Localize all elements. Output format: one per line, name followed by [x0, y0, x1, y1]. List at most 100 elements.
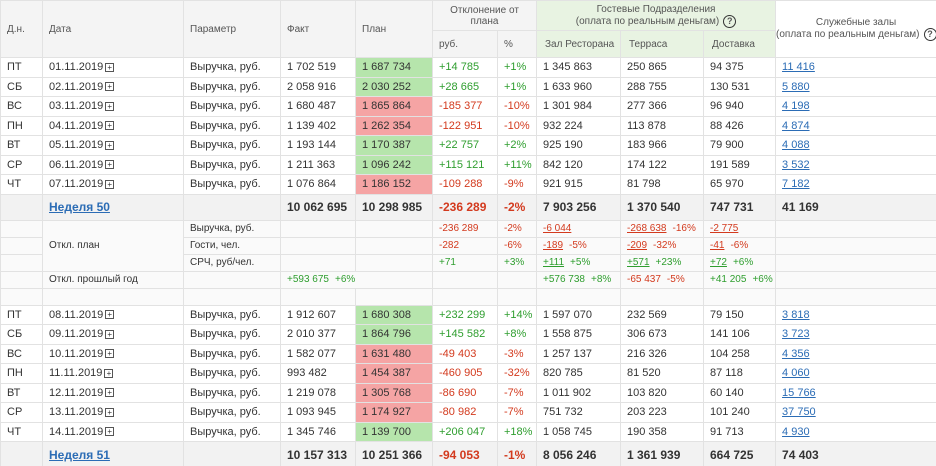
cell-text: -65 437 [627, 274, 661, 285]
week-total-row: Неделя 50 10 062 695 10 298 985 -236 289 -2%… [0, 193, 936, 221]
cell: 1 680 308 [355, 304, 433, 325]
cell: 13.11.2019 + [42, 402, 184, 423]
cell-text: 216 326 [627, 347, 667, 360]
cell-text: +1% [504, 80, 527, 93]
link[interactable]: -209 [627, 240, 648, 251]
cell-text: +14% [504, 308, 533, 321]
link[interactable]: 3 723 [782, 328, 810, 341]
cell-text: ЧТ [7, 425, 22, 438]
link[interactable]: -2 775 [710, 223, 739, 234]
cell-text: -49 403 [439, 347, 477, 360]
link[interactable]: +72 [710, 257, 727, 268]
link[interactable]: 4 874 [782, 119, 810, 132]
expand-icon[interactable]: + [105, 349, 115, 359]
cell: -109 288 [432, 174, 498, 195]
link[interactable]: 4 356 [782, 347, 810, 360]
cell: Выручка, руб. [183, 343, 281, 364]
cell: Выручка, руб. [183, 363, 281, 384]
link[interactable]: Неделя 51 [49, 447, 110, 462]
cell: 2 030 252 [355, 76, 433, 97]
cell-text: 191 589 [710, 158, 750, 171]
link[interactable]: +111 [543, 257, 565, 268]
cell-text: ПТ [7, 308, 22, 321]
link[interactable]: 15 766 [782, 386, 816, 399]
cell: 820 785 [536, 363, 621, 384]
cell: 81 798 [620, 174, 704, 195]
link[interactable]: 4 088 [782, 139, 810, 152]
cell-text: ПН [7, 367, 23, 380]
expand-icon[interactable]: + [105, 179, 115, 189]
cell-text: СР [7, 158, 23, 171]
cell: 1 174 927 [355, 402, 433, 423]
cell-text: 747 731 [710, 200, 754, 214]
help-icon[interactable]: ? [923, 28, 936, 41]
link[interactable]: 3 532 [782, 158, 810, 171]
cell: 130 531 [702, 76, 777, 97]
cell: 1 076 864 [280, 174, 356, 195]
cell-text: 993 482 [287, 367, 327, 380]
expand-icon[interactable]: + [105, 62, 115, 72]
cell-text: 03.11.2019 [49, 100, 104, 113]
cell: 41 169 [775, 193, 936, 221]
expand-icon[interactable]: + [105, 407, 115, 417]
header-cell: Доставка [702, 30, 777, 58]
cell: 1 864 796 [355, 324, 433, 345]
cell: -86 690 [432, 382, 498, 403]
cell-text: -282 [439, 240, 460, 251]
cell: ПТ [0, 304, 43, 325]
link[interactable]: 4 198 [782, 100, 810, 113]
cell: Неделя 50 [42, 193, 184, 221]
cell-text: 1 257 137 [543, 347, 592, 360]
expand-icon[interactable]: + [105, 329, 115, 339]
link[interactable]: 11 416 [782, 61, 815, 74]
link[interactable]: 4 060 [782, 367, 810, 380]
cell-text: 104 258 [710, 347, 750, 360]
week-total-row: Неделя 51 10 157 313 10 251 366 -94 053 -1% 8… [0, 441, 936, 466]
link[interactable]: +571 [627, 257, 650, 268]
cell: 8 056 246 [536, 441, 621, 466]
cell: Откл. план [42, 219, 184, 272]
cell: 1 361 939 [620, 441, 704, 466]
link[interactable]: 7 182 [782, 178, 810, 191]
cell [620, 287, 704, 306]
expand-icon[interactable]: + [105, 388, 115, 398]
link[interactable]: 3 818 [782, 308, 810, 321]
link[interactable]: -189 [543, 240, 564, 251]
expand-icon[interactable]: + [105, 310, 115, 320]
help-icon[interactable]: ? [723, 14, 737, 28]
day-row: ПН 11.11.2019 + Выручка, руб. 993 482 1 454 3… [0, 363, 936, 384]
link[interactable]: -41 [710, 240, 725, 251]
link[interactable]: 37 750 [782, 406, 816, 419]
cell: 4 930 [775, 421, 936, 442]
expand-icon[interactable]: + [105, 82, 115, 92]
cell-text: +11% [504, 158, 532, 171]
cell-text: 91 713 [710, 425, 744, 438]
expand-icon[interactable]: + [104, 368, 114, 378]
cell: 1 219 078 [280, 382, 356, 403]
expand-icon[interactable]: + [105, 160, 115, 170]
cell [0, 270, 43, 289]
cell-text: Выручка, руб. [190, 223, 255, 234]
cell: СБ [0, 76, 43, 97]
cell: -80 982 [432, 402, 498, 423]
link[interactable]: 4 930 [782, 425, 810, 438]
cell: 04.11.2019 + [42, 115, 184, 136]
expand-icon[interactable]: + [105, 427, 115, 437]
cell-text: 174 122 [627, 158, 667, 171]
cell-text: Выручка, руб. [190, 139, 261, 152]
link[interactable]: -268 638 [627, 223, 667, 234]
cell: 250 865 [620, 57, 704, 78]
link[interactable]: 5 880 [782, 80, 810, 93]
expand-icon[interactable]: + [105, 121, 115, 131]
cell-text: 01.11.2019 [49, 61, 104, 74]
cell: ПН [0, 115, 43, 136]
expand-icon[interactable]: + [105, 140, 115, 150]
expand-icon[interactable]: + [105, 101, 115, 111]
day-row: ЧТ 14.11.2019 + Выручка, руб. 1 345 746 1 139… [0, 421, 936, 442]
cell: +115 121 [432, 154, 498, 175]
cell: +576 738 +8% [536, 270, 621, 289]
cell-text: 1 193 144 [287, 139, 336, 152]
link[interactable]: -6 044 [543, 223, 572, 234]
cell: ЧТ [0, 421, 43, 442]
link[interactable]: Неделя 50 [49, 200, 110, 214]
